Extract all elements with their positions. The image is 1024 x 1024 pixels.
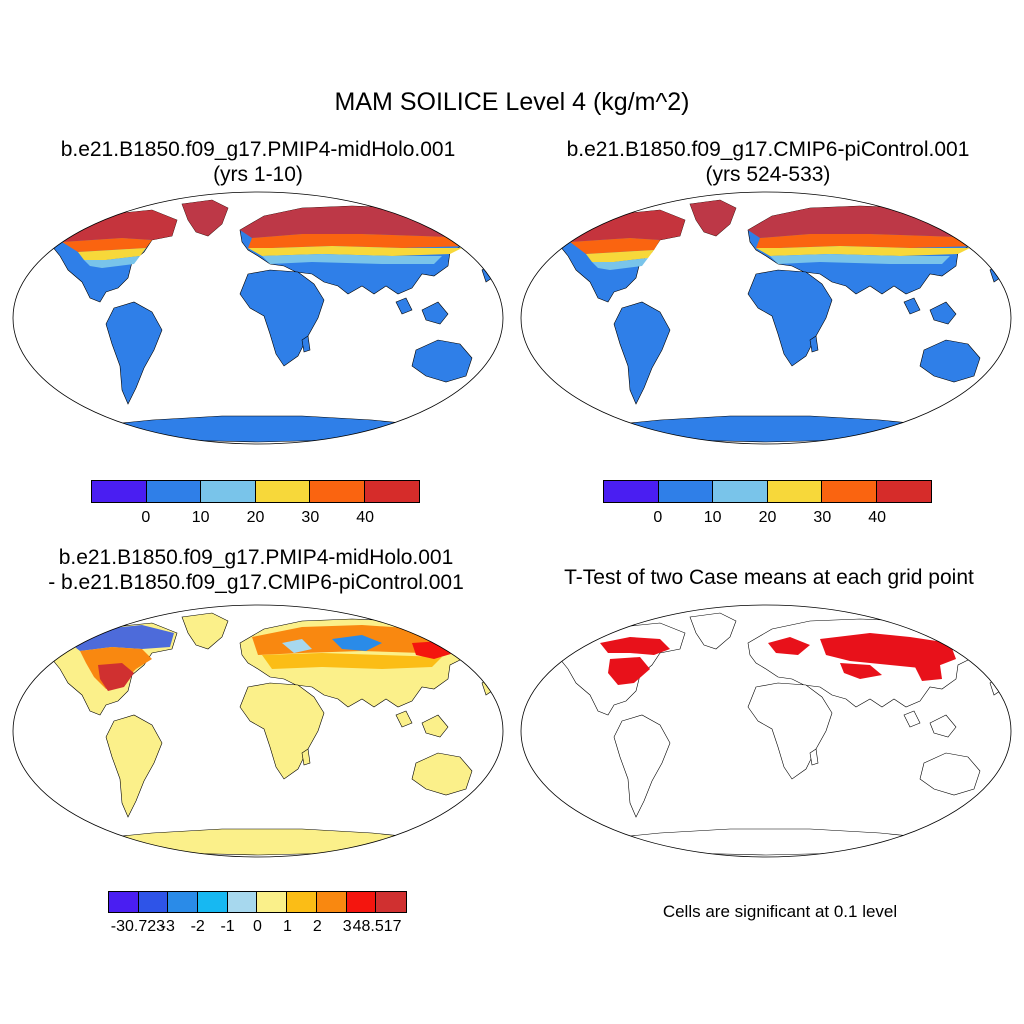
colorbar-difference — [108, 891, 407, 913]
colorbar-difference-swatch — [198, 892, 228, 912]
colorbar-labels-picontrol: 0 10 20 30 40 — [603, 509, 932, 529]
map-difference — [12, 604, 504, 858]
colorbar-midholo — [91, 480, 420, 503]
panel-title-line1: b.e21.B1850.f09_g17.PMIP4-midHolo.001 — [58, 546, 454, 569]
colorbar-midholo-label: 40 — [356, 509, 375, 526]
significance-note: Cells are significant at 0.1 level — [662, 902, 898, 921]
significant-cells — [600, 633, 956, 685]
map-picontrol — [520, 191, 1012, 445]
panel-title-ttest: T-Test of two Case means at each grid po… — [564, 566, 974, 589]
colorbar-difference-swatch — [109, 892, 139, 912]
panel-title-line2: (yrs 524-533) — [705, 163, 831, 186]
colorbar-picontrol-label: 0 — [653, 509, 663, 526]
map-ttest — [520, 604, 1012, 858]
colorbar-picontrol-swatch — [767, 481, 822, 502]
colorbar-midholo-swatch — [92, 481, 147, 502]
colorbar-difference-swatch — [376, 892, 406, 912]
panel-title-line2: (yrs 1-10) — [213, 163, 303, 186]
colorbar-difference-label: -30.723 — [110, 918, 166, 935]
panel-title-picontrol: b.e21.B1850.f09_g17.CMIP6-piControl.001 … — [516, 137, 1020, 187]
colorbar-picontrol-swatch — [822, 481, 877, 502]
colorbar-midholo-swatch — [255, 481, 310, 502]
colorbar-picontrol-label: 20 — [758, 509, 777, 526]
colorbar-difference-swatch — [316, 892, 347, 912]
colorbar-difference-label: 1 — [282, 918, 292, 935]
panel-title-midholo: b.e21.B1850.f09_g17.PMIP4-midHolo.001 (y… — [8, 137, 508, 187]
colorbar-difference-label: -2 — [190, 918, 205, 935]
figure-title: MAM SOILICE Level 4 (kg/m^2) — [334, 88, 690, 116]
colorbar-difference-swatch — [257, 892, 288, 912]
colorbar-difference-label: -3 — [160, 918, 175, 935]
colorbar-midholo-label: 30 — [301, 509, 320, 526]
colorbar-midholo-label: 20 — [246, 509, 265, 526]
colorbar-picontrol-swatch — [876, 481, 931, 502]
colorbar-labels-midholo: 0 10 20 30 40 — [91, 509, 420, 529]
colorbar-difference-label: 3 — [342, 918, 352, 935]
colorbar-midholo-swatch — [201, 481, 256, 502]
colorbar-picontrol-label: 30 — [813, 509, 832, 526]
colorbar-picontrol — [603, 480, 932, 503]
colorbar-difference-swatch — [346, 892, 377, 912]
colorbar-picontrol-label: 40 — [868, 509, 887, 526]
panel-title-line1: b.e21.B1850.f09_g17.PMIP4-midHolo.001 — [60, 138, 456, 161]
colorbar-midholo-label: 10 — [191, 509, 210, 526]
colorbar-difference-label: 0 — [253, 918, 262, 935]
colorbar-midholo-swatch — [146, 481, 201, 502]
colorbar-difference-label: -1 — [220, 918, 235, 935]
colorbar-difference-swatch — [287, 892, 317, 912]
colorbar-picontrol-swatch — [713, 481, 768, 502]
colorbar-picontrol-label: 10 — [703, 509, 722, 526]
colorbar-difference-swatch — [168, 892, 199, 912]
colorbar-difference-swatch — [227, 892, 258, 912]
map-midholo — [12, 191, 504, 445]
colorbar-difference-swatch — [138, 892, 169, 912]
colorbar-midholo-swatch — [364, 481, 419, 502]
colorbar-picontrol-swatch — [604, 481, 659, 502]
colorbar-labels-difference: -30.723 -3 -2 -1 0 1 2 3 48.517 — [108, 918, 407, 938]
panel-title-line1: b.e21.B1850.f09_g17.CMIP6-piControl.001 — [566, 138, 970, 161]
colorbar-difference-label: 2 — [312, 918, 322, 935]
colorbar-difference-label: 48.517 — [352, 918, 402, 935]
panel-title-difference: b.e21.B1850.f09_g17.PMIP4-midHolo.001 - … — [0, 545, 512, 595]
colorbar-midholo-swatch — [310, 481, 365, 502]
colorbar-midholo-label: 0 — [141, 509, 151, 526]
panel-title-line2: - b.e21.B1850.f09_g17.CMIP6-piControl.00… — [48, 571, 464, 594]
colorbar-picontrol-swatch — [658, 481, 713, 502]
